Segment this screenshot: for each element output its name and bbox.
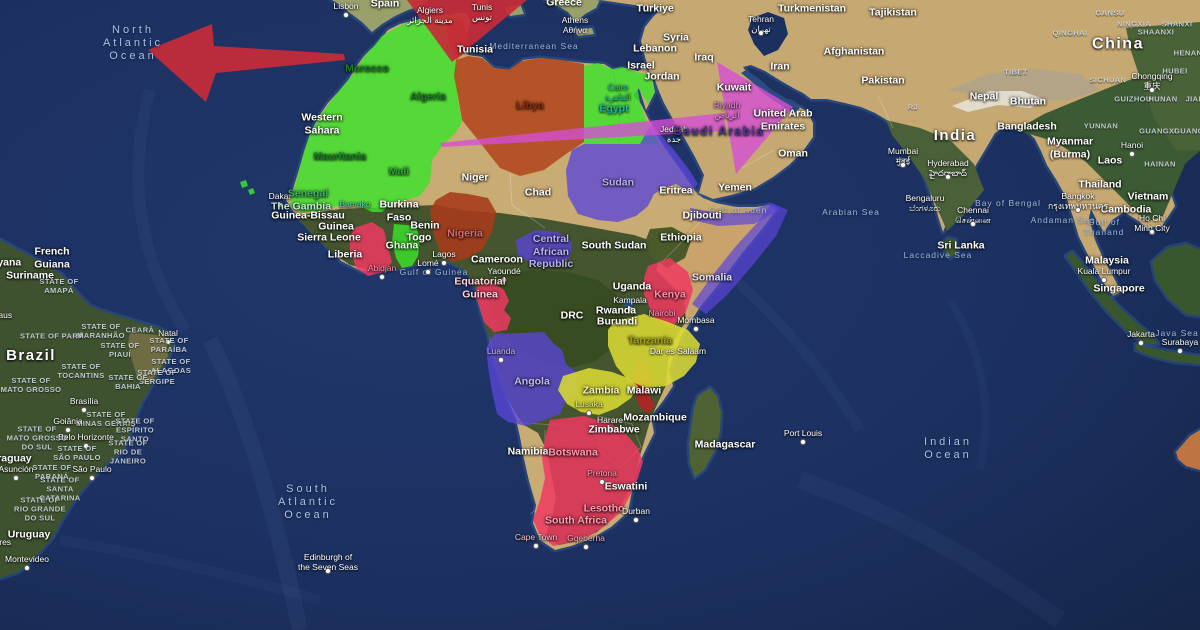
tibetan-plateau bbox=[948, 69, 1100, 100]
overlay-cote-divoire[interactable] bbox=[350, 222, 392, 276]
india-vegetation bbox=[886, 120, 984, 231]
australia-landmass bbox=[1173, 427, 1200, 473]
caatinga-patch bbox=[128, 332, 168, 386]
himalaya-range bbox=[952, 91, 1046, 112]
overlay-central-african-republic[interactable] bbox=[516, 230, 572, 266]
overlay-northwest-africa[interactable] bbox=[290, 15, 462, 212]
persian-gulf bbox=[741, 70, 800, 113]
lake-victoria bbox=[624, 298, 634, 308]
overlay-ghana[interactable] bbox=[392, 224, 420, 268]
crete-island bbox=[572, 25, 597, 39]
arrow-red-arrow-to-atlantic[interactable] bbox=[148, 24, 345, 102]
overlay-angola[interactable] bbox=[486, 332, 578, 426]
horn-of-africa-desert bbox=[670, 206, 769, 320]
java-island bbox=[1133, 341, 1200, 367]
overlay-botswana-south-africa[interactable] bbox=[533, 416, 643, 546]
madagascar-island bbox=[686, 385, 724, 480]
overlay-gabon-equatorial-guinea[interactable] bbox=[475, 282, 511, 332]
overlay-nigeria[interactable] bbox=[430, 192, 496, 262]
overlay-libya[interactable] bbox=[454, 56, 584, 176]
overlay-sudan[interactable] bbox=[566, 126, 698, 222]
overlay-somalia-offshore[interactable] bbox=[692, 203, 788, 314]
overlay-zambia[interactable] bbox=[558, 368, 638, 415]
country-overlays bbox=[240, 15, 788, 546]
arrow-red-arrow-to-tunisia[interactable] bbox=[407, 0, 527, 62]
overlay-tanzania[interactable] bbox=[608, 314, 700, 388]
overlay-gulf-of-aden-band[interactable] bbox=[690, 203, 780, 226]
annotation-arrows bbox=[148, 0, 793, 174]
arrow-magenta-arrow-shaft[interactable] bbox=[440, 113, 726, 147]
overlay-cape-verde-1[interactable] bbox=[240, 180, 248, 188]
sumatra-island bbox=[1063, 249, 1161, 347]
overlay-cape-verde-2[interactable] bbox=[248, 188, 255, 195]
arrow-magenta-arrow-head[interactable] bbox=[717, 62, 793, 174]
east-china-vegetation bbox=[1126, 22, 1200, 150]
ethiopian-highlands bbox=[645, 227, 692, 268]
sri-lanka-island bbox=[941, 235, 961, 261]
overlay-kenya[interactable] bbox=[644, 258, 693, 328]
borneo-island bbox=[1149, 241, 1200, 319]
caspian-sea bbox=[748, 12, 788, 56]
